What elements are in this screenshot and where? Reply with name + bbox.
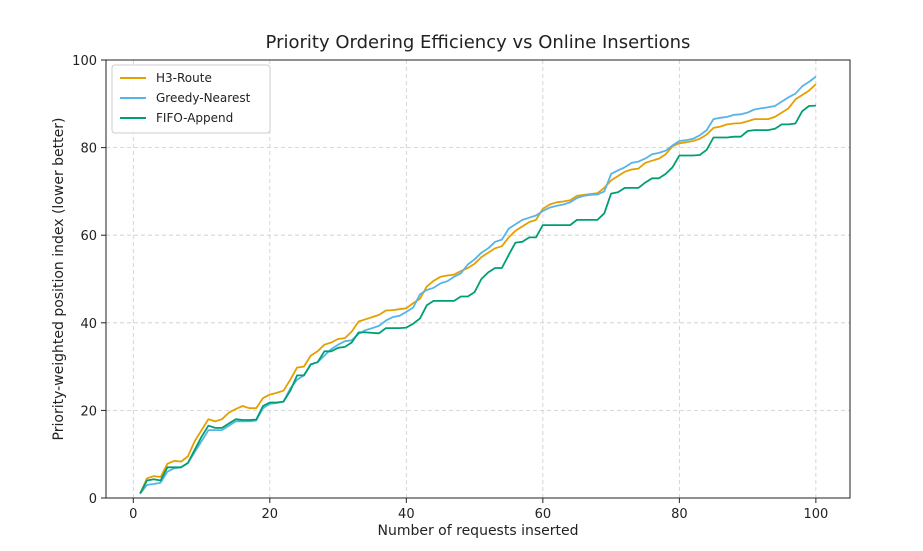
x-tick-label: 0 [129,507,137,522]
y-axis-label: Priority-weighted position index (lower … [51,118,67,441]
axis-ticks: 0 20 40 60 80 100 0 20 40 60 80 100 [72,54,828,522]
series-line-h3-route [139,83,817,494]
x-tick-label: 60 [535,507,552,522]
x-tick-label: 100 [803,507,828,522]
x-tick-label: 80 [671,507,688,522]
legend: H3-Route Greedy-Nearest FIFO-Append [111,64,271,134]
y-tick-label: 60 [80,229,97,244]
y-tick-label: 20 [80,404,97,419]
series-line-fifo-append [139,104,816,495]
x-axis-label: Number of requests inserted [377,523,578,539]
y-tick-label: 0 [89,492,97,507]
y-tick-label: 80 [80,142,97,157]
x-tick-label: 40 [398,507,415,522]
legend-label: Greedy-Nearest [156,91,251,105]
series-layer [139,75,817,495]
x-tick-label: 20 [262,507,279,522]
series-line-greedy-nearest [139,75,817,495]
plot-frame [105,59,851,499]
y-tick-label: 100 [72,54,97,69]
legend-label: H3-Route [156,71,212,85]
legend-box [111,64,271,134]
legend-label: FIFO-Append [156,111,233,125]
y-tick-label: 40 [80,317,97,332]
chart-title: Priority Ordering Efficiency vs Online I… [266,32,691,53]
